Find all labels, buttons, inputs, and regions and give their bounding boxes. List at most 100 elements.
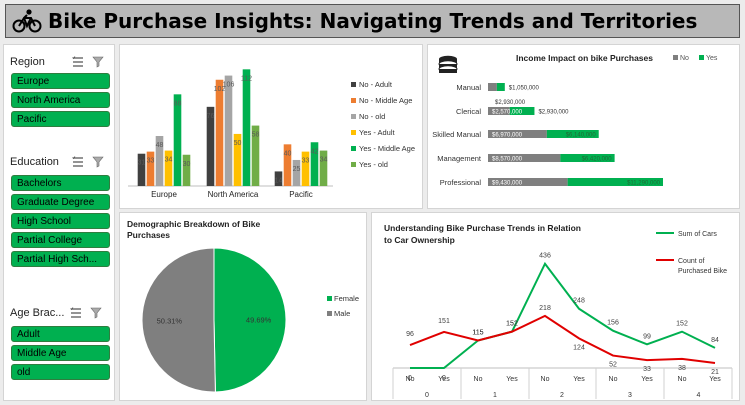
clear-filter-icon[interactable] (90, 307, 102, 319)
line-value-label: 52 (609, 362, 617, 369)
line-value-label: 436 (539, 253, 551, 260)
legend-label-yes-old: Yes - old (359, 160, 388, 169)
line-value-label: 115 (472, 330, 483, 337)
bar-value-label: 88 (174, 100, 182, 107)
bar-value-label: $6,140,000 (566, 133, 597, 139)
line-value-label: 84 (711, 337, 719, 344)
age-old-button[interactable]: old (11, 364, 110, 380)
legend-label-count-of-purchased-bike: Count of (678, 258, 705, 265)
multi-select-icon[interactable] (70, 307, 82, 319)
pie-slice-male (141, 247, 216, 393)
bar-value-label: $2,570,000 (492, 110, 523, 116)
bar-pacific-yes-middle-age (310, 142, 319, 186)
category-label-clerical: Clerical (456, 107, 481, 116)
bar-value-label: 76 (207, 113, 215, 120)
legend-label-no: No (680, 55, 689, 62)
education-bachelors-button[interactable]: Bachelors (11, 175, 110, 191)
bar-europe-yes-adult (164, 150, 173, 186)
bar-value-label: 48 (156, 142, 164, 149)
bar-value-label: 40 (284, 150, 292, 157)
line-value-label: 21 (711, 369, 719, 376)
region-slicer-title: Region (10, 56, 45, 68)
bar-value-label: 106 (223, 82, 235, 89)
bar-europe-yes-old (182, 154, 191, 186)
income-bar-chart: Income Impact on bike Purchases No Yes Manu… (432, 53, 718, 187)
x-group-label: 4 (697, 392, 701, 399)
category-label-europe: Europe (151, 190, 177, 199)
age-middle-age-button[interactable]: Middle Age (11, 345, 110, 361)
legend-swatch-no-middle-age (351, 98, 356, 103)
bar-europe-no-adult (137, 153, 146, 186)
bar-europe-no-old (155, 136, 164, 186)
line-value-label: 96 (406, 331, 414, 338)
line-value-label: 0 (442, 375, 446, 382)
bar-clerical-no (488, 107, 510, 115)
bar-manual-yes (496, 83, 505, 91)
age-adult-button[interactable]: Adult (11, 326, 110, 342)
bar-value-label: 34 (320, 157, 328, 164)
x-tick-label: Yes (573, 376, 585, 383)
line-series-sum-of-cars (410, 261, 716, 369)
x-tick-label: No (678, 376, 687, 383)
bar-skilled-manual-yes (546, 130, 599, 138)
bar-value-label: $2,930,000 (495, 100, 526, 106)
x-group-label: 3 (628, 392, 632, 399)
category-label-north-america: North America (208, 190, 259, 199)
bar-value-label: $2,930,000 (538, 110, 569, 116)
bar-value-label: $6,970,000 (492, 133, 523, 139)
bar-clerical-yes (509, 107, 535, 115)
bar-value-label: 33 (302, 158, 310, 165)
bar-north-america-no-old (224, 75, 233, 186)
region-europe-button[interactable]: Europe (11, 73, 110, 89)
region-pacific-button[interactable]: Pacific (11, 111, 110, 127)
legend-swatch-male (327, 311, 332, 316)
gender-pie-panel: Demographic Breakdown of Bike Purchases 49… (119, 212, 367, 401)
multi-select-icon[interactable] (72, 56, 84, 68)
stack-of-coins-icon (438, 55, 458, 73)
bar-pacific-yes-old (319, 150, 328, 186)
multi-select-icon[interactable] (72, 156, 84, 168)
bar-europe-yes-middle-age (173, 94, 182, 186)
line-series-count-of-purchased-bike (409, 314, 716, 364)
age-slicer-title: Age Brac... (10, 307, 65, 319)
bar-north-america-yes-old (251, 125, 260, 186)
bar-pacific-yes-adult (301, 151, 310, 186)
car-ownership-panel: Understanding Bike Purchase Trends in Re… (371, 212, 740, 401)
education-high-school-button[interactable]: High School (11, 213, 110, 229)
legend-label-count-of-purchased-bike: Purchased Bike (678, 268, 727, 275)
bar-north-america-yes-middle-age (242, 69, 251, 186)
category-label-pacific: Pacific (289, 190, 313, 199)
bar-value-label: $6,420,000 (582, 157, 613, 163)
x-tick-label: No (406, 376, 415, 383)
education-slicer-controls (72, 156, 104, 168)
legend-label-female: Female (334, 294, 359, 303)
line-value-label: 152 (676, 321, 688, 328)
pie-value-label: 49.69% (246, 316, 272, 325)
line-value-label: 156 (607, 320, 619, 327)
education-partial-college-button[interactable]: Partial College (11, 232, 110, 248)
dashboard-header: Bike Purchase Insights: Navigating Trend… (5, 4, 740, 38)
line-value-label: 151 (438, 318, 450, 325)
pie-title-line-2: Purchases (127, 230, 170, 240)
region-north-america-button[interactable]: North America (11, 92, 110, 108)
legend-label-no-middle-age: No - Middle Age (359, 96, 412, 105)
bar-management-yes (560, 154, 615, 162)
income-chart-title: Income Impact on bike Purchases (516, 53, 653, 63)
x-tick-label: Yes (438, 376, 450, 383)
bike-icon (12, 9, 42, 33)
legend-label-no-adult: No - Adult (359, 80, 393, 89)
clear-filter-icon[interactable] (92, 56, 104, 68)
bar-value-label: 25 (293, 166, 301, 173)
legend-label-no-old: No - old (359, 112, 385, 121)
bar-professional-no (488, 178, 568, 186)
clear-filter-icon[interactable] (92, 156, 104, 168)
car-ownership-line-chart: Understanding Bike Purchase Trends in Re… (384, 223, 733, 399)
education-partial-high-school-button[interactable]: Partial High Sch... (11, 251, 110, 267)
x-group-label: 2 (560, 392, 564, 399)
bar-value-label: 102 (214, 86, 226, 93)
education-graduate-degree-button[interactable]: Graduate Degree (11, 194, 110, 210)
x-group-label: 0 (425, 392, 429, 399)
bar-north-america-yes-adult (233, 133, 242, 186)
category-label-management: Management (437, 154, 482, 163)
